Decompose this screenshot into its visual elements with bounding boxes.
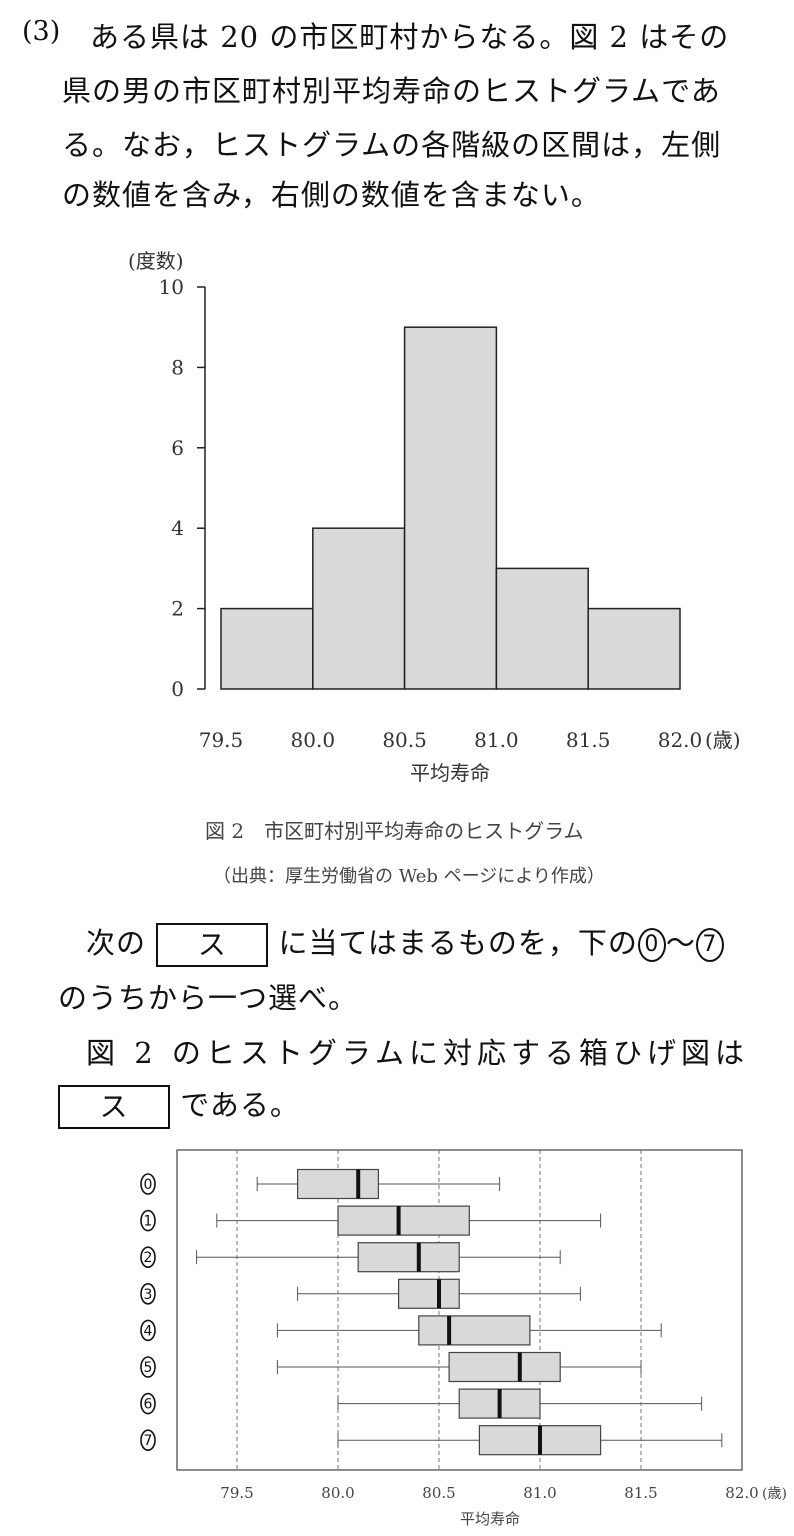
y-tick-label: 0 (171, 677, 184, 701)
x-tick-label: 81.0 (523, 1484, 556, 1502)
question-text-line: 県の男の市区町村別平均寿命のヒストグラムであ (62, 74, 721, 108)
figure-source: （出典：厚生労働省の Web ページにより作成） (213, 866, 605, 887)
x-tick-label: 80.0 (321, 1484, 354, 1502)
x-tick-label: 81.0 (474, 728, 519, 752)
x-tick-label: 82.0 (725, 1484, 758, 1502)
choice-label: 0 (144, 1177, 153, 1193)
histogram-bar (495, 567, 589, 690)
choice-circle-icon (140, 1283, 156, 1305)
figure-caption: 図 2 市区町村別平均寿命のヒストグラム (205, 819, 584, 843)
histogram-bar (587, 607, 681, 690)
question-text-line: ある県は 20 の市区町村からなる。図 2 はその (90, 20, 730, 54)
histogram-bar (403, 326, 498, 690)
choice-label: 2 (144, 1250, 153, 1266)
instruction-post: に当てはまるものを，下の (278, 926, 638, 960)
choice-start-icon: 0 (637, 928, 666, 962)
box (337, 1205, 470, 1236)
instruction-line: 次の ス に当てはまるものを，下の 0 〜 7 (86, 920, 724, 967)
histogram-bar (312, 527, 406, 690)
box (418, 1315, 531, 1346)
x-axis-label: 平均寿命 (410, 761, 490, 785)
box (398, 1278, 460, 1309)
x-unit-label: (歳) (762, 1486, 787, 1502)
choice-circle-icon (140, 1429, 156, 1451)
box (448, 1351, 561, 1383)
choice-label: 5 (144, 1360, 153, 1376)
choice-circle-icon (140, 1246, 156, 1268)
x-tick-label: 81.5 (566, 728, 611, 752)
y-tick-label: 2 (171, 597, 184, 621)
choice-circle-icon (140, 1209, 156, 1232)
histogram-bar (220, 607, 314, 690)
statement-line2: ス である。 (58, 1082, 300, 1129)
instruction-line2: のうちから一つ選べ。 (58, 981, 359, 1015)
x-tick-label: 79.5 (220, 1484, 253, 1502)
x-tick-label: 80.0 (291, 728, 336, 752)
y-tick-label: 4 (171, 516, 184, 540)
statement-post: である。 (180, 1088, 300, 1122)
choice-label: 6 (144, 1397, 153, 1413)
x-unit-label: (歳) (705, 728, 741, 752)
box (297, 1168, 380, 1200)
statement-line1: 図 2 のヒストグラムに対応する箱ひげ図は (86, 1036, 750, 1070)
plot-frame (176, 1149, 743, 1471)
choice-label: 4 (144, 1323, 153, 1339)
choice-label: 1 (144, 1214, 153, 1230)
answer-box[interactable]: ス (58, 1085, 170, 1129)
x-tick-label: 80.5 (382, 728, 427, 752)
y-tick-label: 6 (171, 436, 184, 460)
x-tick-label: 81.5 (624, 1484, 657, 1502)
choice-label: 7 (144, 1433, 153, 1449)
choice-circle-icon (140, 1356, 156, 1378)
choice-end-icon: 7 (695, 928, 724, 962)
choice-label: 3 (144, 1287, 153, 1303)
answer-box[interactable]: ス (156, 923, 269, 967)
x-tick-label: 79.5 (199, 728, 244, 752)
choice-circle-icon (140, 1173, 156, 1195)
choice-circle-icon (140, 1319, 156, 1342)
question-number: (3) (22, 16, 61, 47)
x-tick-label: 80.5 (422, 1484, 455, 1502)
question-text-line: る。なお，ヒストグラムの各階級の区間は，左側 (62, 128, 722, 162)
x-axis-label: 平均寿命 (460, 1510, 520, 1528)
range-separator: 〜 (665, 926, 696, 960)
y-axis-label: (度数) (128, 249, 184, 273)
y-tick-label: 10 (159, 275, 184, 299)
box (357, 1242, 460, 1273)
y-tick-label: 8 (171, 355, 184, 379)
question-text-line: の数値を含み，右側の数値を含まない。 (62, 178, 601, 212)
histogram-chart: 0 2 4 6 8 10(度数) 79.5 80.0 80.5 81.0 81.5 82.0 (歳) 平均… (128, 249, 741, 785)
x-tick-label: 82.0 (658, 728, 703, 752)
instruction-pre: 次の (86, 926, 147, 960)
choice-circle-icon (140, 1392, 156, 1415)
